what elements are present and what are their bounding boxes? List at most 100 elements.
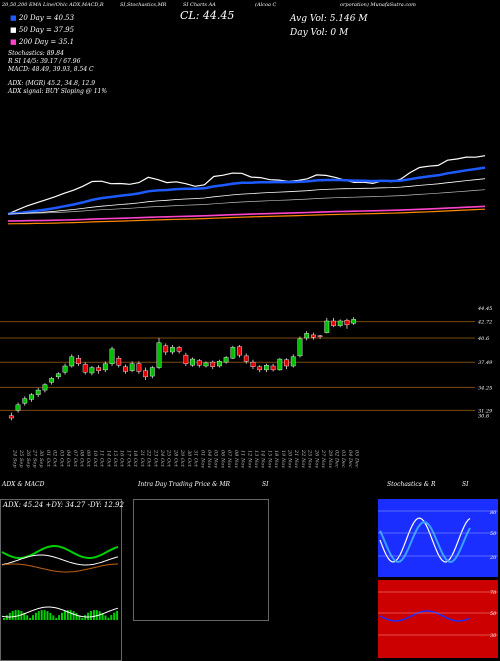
date-label: 05 Nov <box>213 450 219 468</box>
date-label: 15 Nov <box>266 450 272 468</box>
ema-orange-line <box>7 208 486 225</box>
date-label: 08 Nov <box>233 450 239 468</box>
date-label: 04 Oct <box>65 450 71 468</box>
macd-histogram-bar <box>11 611 14 620</box>
company-name: (Alcoa C <box>255 2 277 8</box>
date-label: 04 Nov <box>206 450 212 468</box>
avg-volume: Avg Vol: 5.146 M <box>290 14 368 24</box>
macd-histogram-bar <box>40 610 43 620</box>
macd-histogram-bar <box>69 610 72 620</box>
candle-body <box>156 342 162 368</box>
ema50-text: ■ 50 Day = 37.95 <box>10 26 75 34</box>
macd-histogram-bar <box>72 611 75 620</box>
legend-line-2: SI,Stochastics,MR <box>120 2 167 8</box>
adx-signal-text: ADX signal: BUY Sloping @ 11% <box>8 88 108 95</box>
candle-body <box>129 363 135 371</box>
rsi-level-50: 50 <box>490 611 497 617</box>
macd-histogram-bar <box>34 612 37 620</box>
macd-histogram-bar <box>32 615 34 620</box>
date-label: 27 Nov <box>320 449 326 468</box>
macd-histogram-bar <box>17 610 20 620</box>
date-label: 07 Oct <box>72 450 78 468</box>
ema200-line <box>8 205 486 222</box>
date-label: 20 Nov <box>287 449 293 468</box>
candle-body <box>337 320 343 326</box>
candle-body <box>324 320 330 333</box>
candle-body <box>102 363 108 371</box>
date-label: 21 Nov <box>293 449 299 468</box>
candle-body <box>257 366 263 371</box>
date-label: 04 Dec <box>347 450 353 468</box>
macd-histogram-bar <box>92 610 95 620</box>
price-level-label: 40.6 <box>477 336 490 342</box>
macd-histogram-bar <box>61 612 63 620</box>
candle-body <box>8 415 14 419</box>
candle-body <box>344 319 350 326</box>
adx-minus-di-line <box>1 563 118 573</box>
stoch-level-80: 80 <box>490 510 497 516</box>
candle-body <box>203 362 209 367</box>
candle-body <box>82 364 88 373</box>
macd-histogram-bar <box>5 615 8 620</box>
adx-text: ADX: (MGR) 45.2, 34.8, 12.9 <box>8 80 96 87</box>
date-label: 07 Nov <box>226 450 232 468</box>
date-label: 11 Oct <box>99 450 105 468</box>
macd-histogram-bar <box>3 618 5 620</box>
adx-line <box>1 554 119 566</box>
candle-body <box>149 367 155 377</box>
legend-line-3: SI Charts AA <box>183 2 216 8</box>
candle-body <box>290 356 296 367</box>
date-label: 12 Nov <box>246 450 252 468</box>
date-label: 10 Oct <box>92 450 98 468</box>
stoch-panel-title: Stochastics & R <box>387 481 436 488</box>
macd-histogram-bar <box>101 613 104 620</box>
date-label: 13 Nov <box>253 450 259 468</box>
price-level-label: 30.6 <box>478 414 490 420</box>
date-label: 18 Oct <box>132 450 138 468</box>
stoch-d-line <box>379 520 471 564</box>
candle-body <box>69 356 75 367</box>
date-label: 01 Oct <box>45 450 51 468</box>
intraday-panel-title: Intra Day Trading Price & MR <box>138 481 231 488</box>
date-label: 22 Nov <box>300 449 306 468</box>
candle-body <box>237 346 242 356</box>
candle-body <box>76 358 81 364</box>
macd-histogram-bar <box>23 612 26 620</box>
date-label: 11 Nov <box>240 450 246 468</box>
company-name-2: orporation) MunafaSutra.com <box>340 2 416 8</box>
rsi-level-30: 30 <box>490 633 497 639</box>
candle-body <box>210 361 216 367</box>
date-label: 14 Oct <box>105 450 111 468</box>
candle-body <box>304 333 310 339</box>
candle-body <box>55 373 61 378</box>
macd-histogram-bar <box>110 615 113 620</box>
candle-body <box>22 398 28 404</box>
macd-histogram-bar <box>87 612 90 620</box>
date-label: 03 Oct <box>58 450 64 468</box>
macd-line <box>1 606 119 618</box>
macd-histogram-bar <box>75 613 78 620</box>
date-label: 03 Dec <box>340 450 346 468</box>
date-label: 08 Oct <box>78 450 84 468</box>
close-label: CL: 44.45 <box>180 9 235 22</box>
ema200-text: ■ 200 Day = 35.1 <box>10 38 75 46</box>
macd-histogram-bar <box>78 615 81 620</box>
candle-body <box>49 378 55 383</box>
candle-body <box>263 365 269 371</box>
price-level-label: 42.72 <box>477 320 492 326</box>
rsi-panel <box>378 580 498 658</box>
candle-body <box>96 367 102 371</box>
candle-body <box>331 320 336 326</box>
rsi-level-70: 70 <box>490 590 497 596</box>
candle-body <box>270 365 276 371</box>
date-label: 25 Oct <box>166 449 172 468</box>
date-label: 21 Oct <box>139 449 145 468</box>
macd-histogram-bar <box>84 615 87 620</box>
date-label: 24 Sep <box>11 449 17 468</box>
ema50-line <box>7 178 486 215</box>
date-label: 25 Sep <box>18 449 24 468</box>
date-label: 29 Oct <box>179 449 185 468</box>
macd-histogram-bar <box>46 611 49 620</box>
candle-body <box>297 338 303 357</box>
macd-histogram-bar <box>81 617 84 620</box>
